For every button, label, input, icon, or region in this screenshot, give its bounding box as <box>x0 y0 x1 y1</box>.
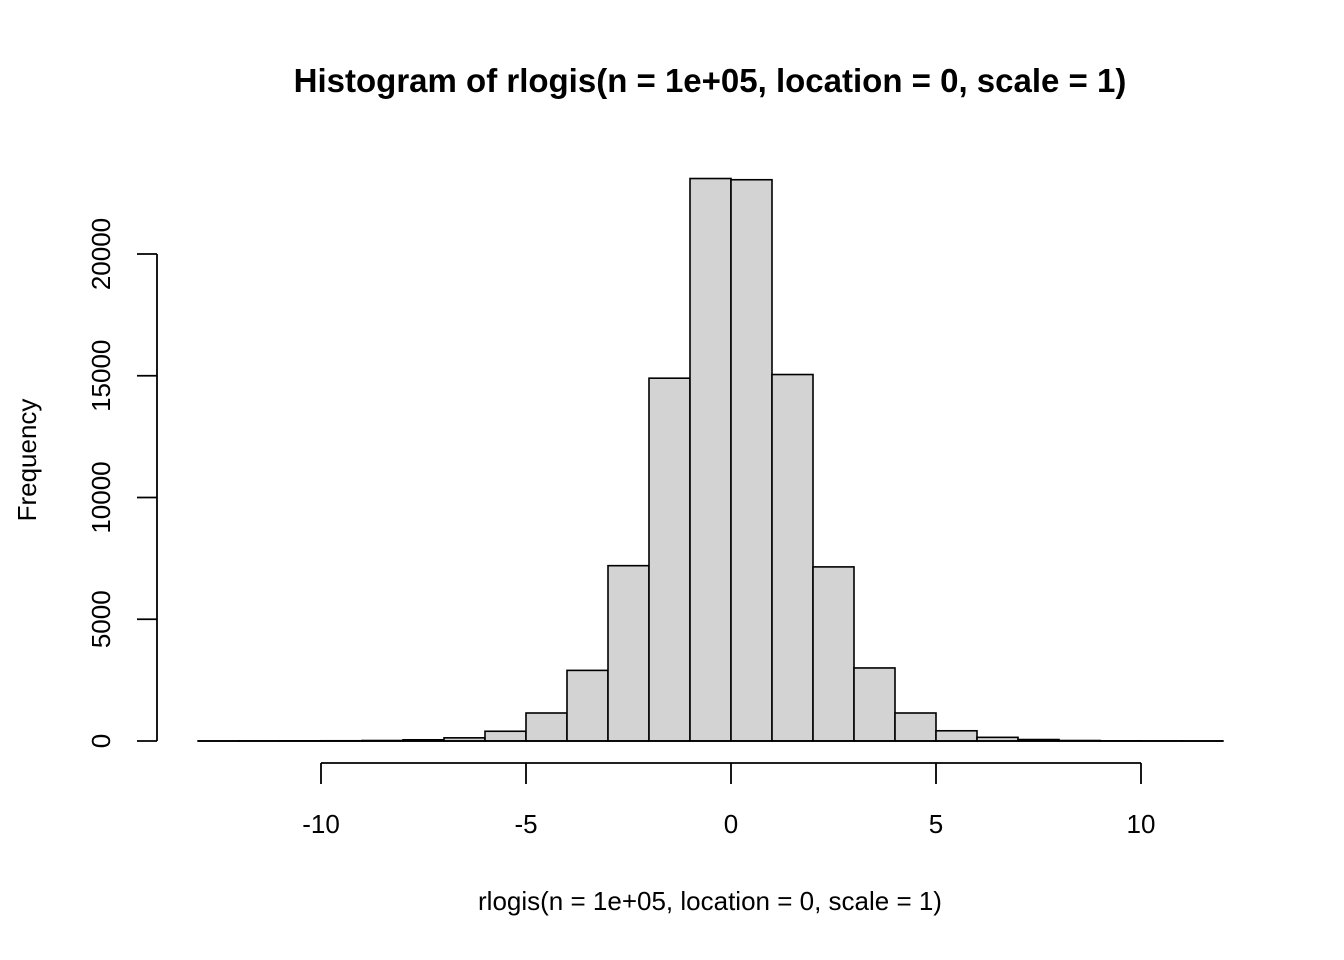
x-axis-label: rlogis(n = 1e+05, location = 0, scale = … <box>478 886 942 916</box>
histogram-bar <box>484 730 527 742</box>
histogram-bar <box>812 566 855 742</box>
histogram-bar <box>935 729 978 742</box>
y-axis-label: Frequency <box>12 399 42 522</box>
x-axis: -10 -5 0 5 10 <box>302 762 1156 839</box>
x-tick-label: 5 <box>929 809 943 839</box>
histogram-bar <box>607 564 650 742</box>
histogram-bar <box>689 177 732 742</box>
histogram-bar <box>894 712 937 742</box>
histogram-bars <box>197 177 1224 742</box>
histogram-bar <box>771 373 814 742</box>
x-tick-label: 0 <box>724 809 738 839</box>
chart-title: Histogram of rlogis(n = 1e+05, location … <box>294 62 1127 99</box>
x-tick-label: 10 <box>1127 809 1156 839</box>
y-tick-label: 20000 <box>86 218 116 290</box>
y-tick-label: 10000 <box>86 461 116 533</box>
y-axis: 0 5000 10000 15000 20000 <box>86 218 158 748</box>
histogram-bar <box>648 377 691 742</box>
x-tick-label: -5 <box>514 809 537 839</box>
histogram-bar <box>525 712 568 742</box>
y-tick-label: 15000 <box>86 340 116 412</box>
histogram-bar <box>853 667 896 742</box>
histogram-bar <box>730 178 773 742</box>
histogram-bar <box>566 669 609 742</box>
y-tick-label: 5000 <box>86 590 116 648</box>
y-tick-label: 0 <box>86 734 116 748</box>
x-tick-label: -10 <box>302 809 340 839</box>
